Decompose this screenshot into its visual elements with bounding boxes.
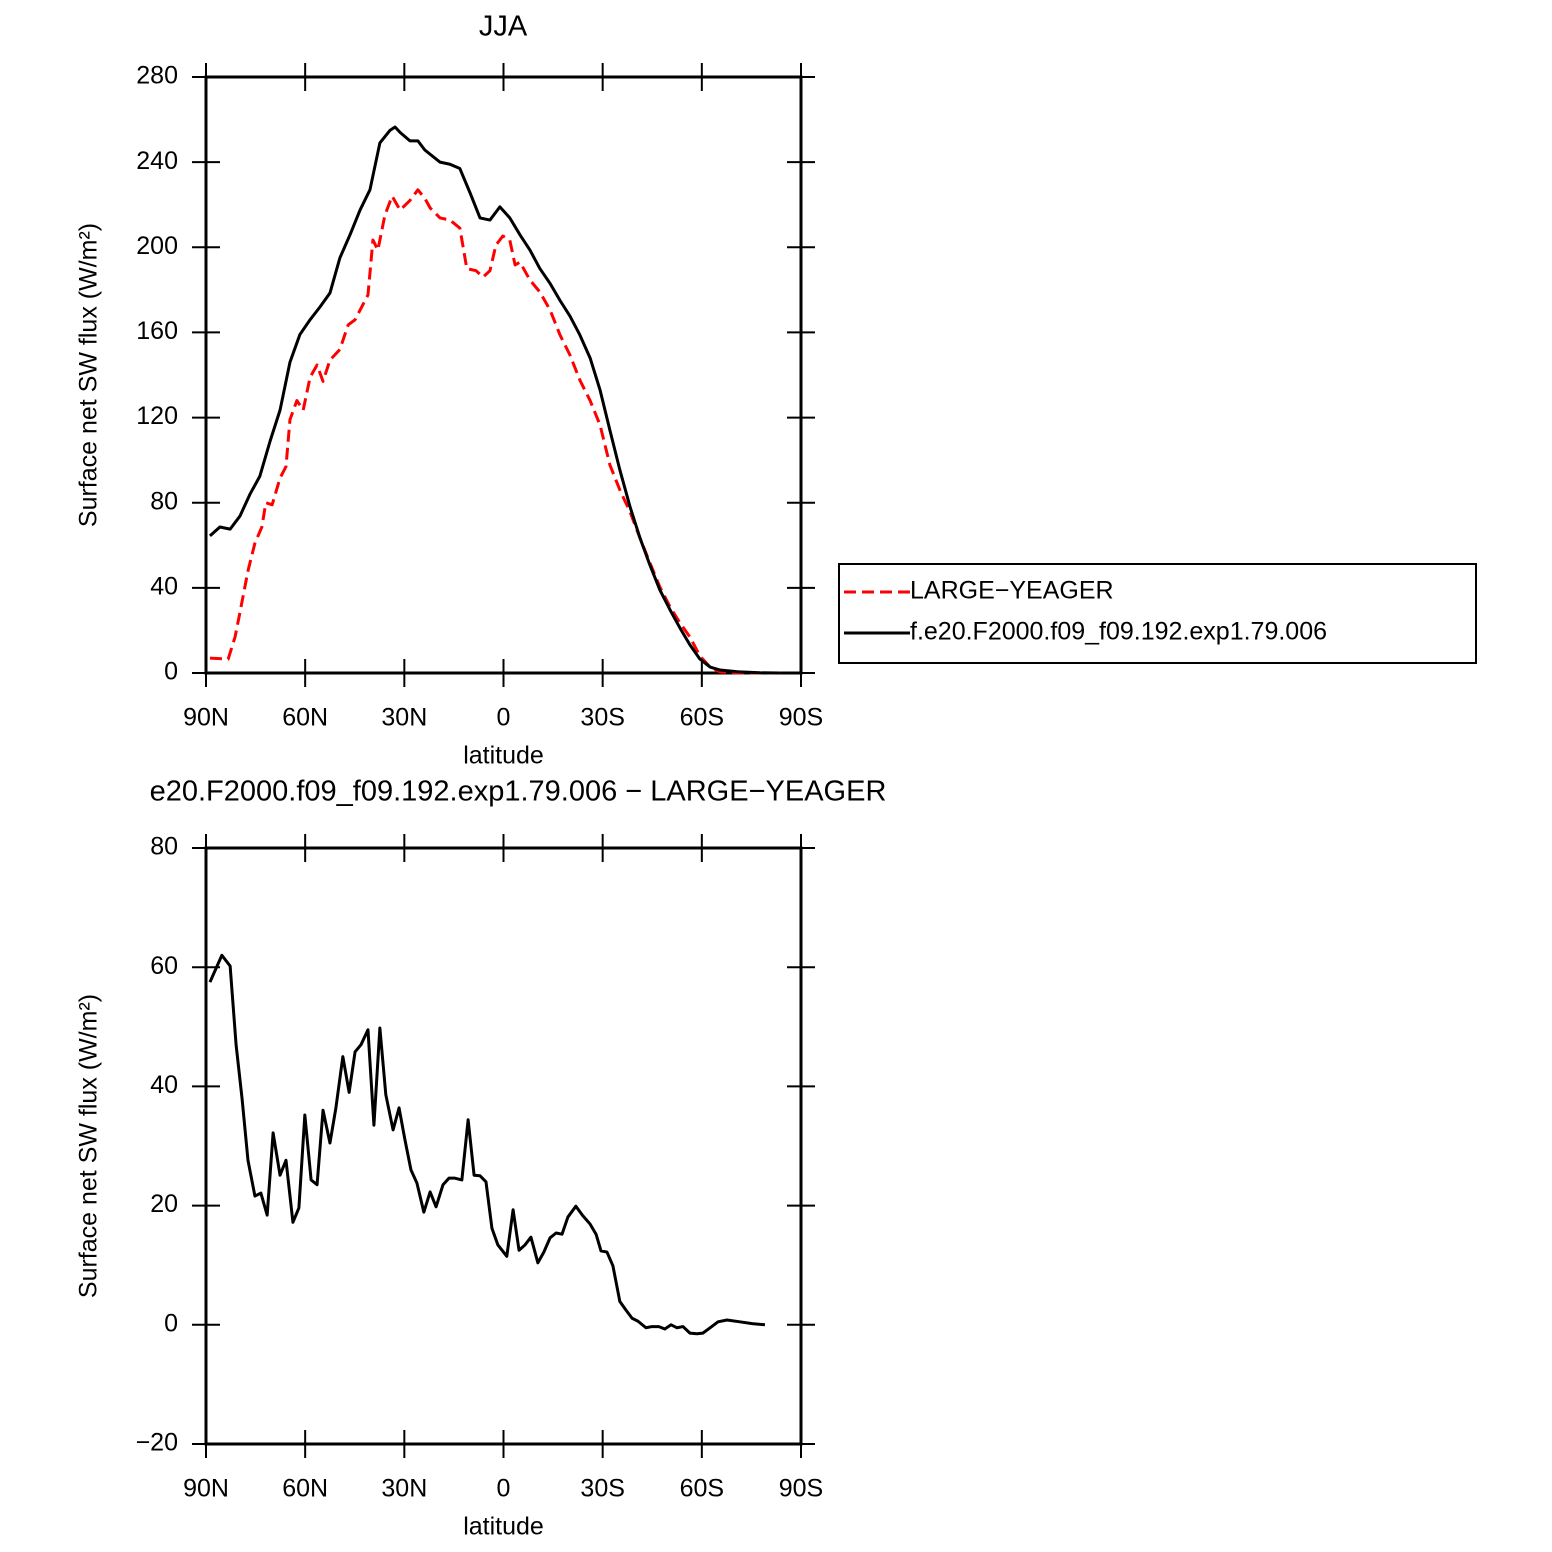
y-axis-label: Surface net SW flux (W/m²)	[75, 994, 103, 1298]
plot-frame	[204, 75, 803, 675]
x-tick-label: 0	[497, 704, 511, 732]
chart-title: JJA	[479, 11, 528, 43]
data-line	[209, 188, 780, 675]
y-tick-label: 80	[150, 833, 178, 861]
legend-label: f.e20.F2000.f09_f09.192.exp1.79.006	[910, 618, 1327, 646]
x-tick-label: 30S	[580, 704, 624, 732]
x-tick-label: 0	[497, 1475, 511, 1503]
x-tick-label: 90S	[779, 704, 823, 732]
y-tick-label: 80	[150, 487, 178, 515]
x-tick-label: 90S	[779, 1475, 823, 1503]
x-tick-label: 30S	[580, 1475, 624, 1503]
x-tick-label: 60S	[680, 1475, 724, 1503]
panel: JJA 0 40 80 120 160 200 240 280 90N 60N 30N 0 30S 60S 9…	[75, 11, 1477, 770]
y-tick-label: 40	[150, 1071, 178, 1099]
y-tick-label: 0	[164, 658, 178, 686]
y-tick-label: 40	[150, 572, 178, 600]
x-axis-label: latitude	[463, 742, 544, 770]
x-tick-label: 30N	[381, 704, 427, 732]
y-tick-label: 200	[136, 232, 178, 260]
x-tick-label: 60N	[282, 1475, 328, 1503]
data-line	[208, 953, 766, 1336]
y-tick-label: 0	[164, 1309, 178, 1337]
x-tick-label: 60N	[282, 704, 328, 732]
y-tick-label: 60	[150, 952, 178, 980]
y-tick-label: 240	[136, 147, 178, 175]
chart-title: e20.F2000.f09_f09.192.exp1.79.006 − LARG…	[150, 776, 887, 808]
y-tick-label: 280	[136, 62, 178, 90]
x-tick-label: 60S	[680, 704, 724, 732]
x-tick-label: 30N	[381, 1475, 427, 1503]
y-axis-label: Surface net SW flux (W/m²)	[75, 223, 103, 527]
plot-frame	[204, 846, 803, 1446]
data-line	[208, 125, 780, 675]
legend-box	[838, 563, 1477, 664]
y-tick-label: −20	[136, 1429, 178, 1457]
y-tick-label: 20	[150, 1190, 178, 1218]
x-tick-label: 90N	[183, 704, 229, 732]
y-tick-label: 160	[136, 317, 178, 345]
x-tick-label: 90N	[183, 1475, 229, 1503]
x-axis-label: latitude	[463, 1513, 544, 1541]
legend-label: LARGE−YEAGER	[910, 577, 1114, 605]
panel: e20.F2000.f09_f09.192.exp1.79.006 − LARG…	[75, 776, 887, 1541]
y-tick-label: 120	[136, 402, 178, 430]
